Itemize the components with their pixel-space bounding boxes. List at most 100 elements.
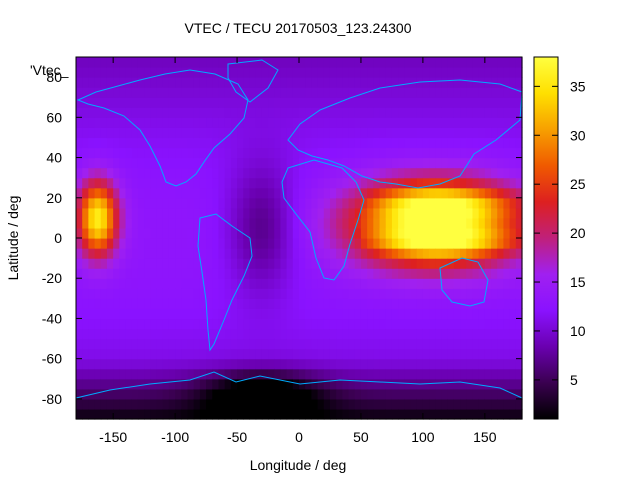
heatmap-cell (484, 328, 492, 340)
heatmap-cell (379, 348, 387, 360)
heatmap-cell (385, 288, 393, 299)
heatmap-cell (416, 328, 424, 340)
heatmap-cell (88, 87, 96, 98)
heatmap-cell (329, 398, 337, 410)
heatmap-cell (82, 308, 89, 320)
heatmap-cell (181, 107, 189, 118)
heatmap-cell (193, 278, 201, 289)
heatmap-cell (460, 147, 467, 159)
heatmap-cell (181, 187, 189, 199)
heatmap-cell (243, 147, 251, 159)
heatmap-cell (193, 227, 201, 239)
heatmap-cell (509, 57, 517, 68)
heatmap-cell (243, 408, 251, 420)
heatmap-cell (429, 318, 436, 330)
heatmap-cell (410, 358, 418, 370)
heatmap-cell (199, 378, 207, 390)
heatmap-cell (317, 167, 325, 179)
heatmap-cell (230, 177, 238, 189)
heatmap-cell (113, 167, 120, 179)
heatmap-cell (441, 117, 449, 128)
heatmap-cell (311, 147, 319, 159)
heatmap-cell (212, 278, 220, 289)
heatmap-cell (162, 157, 170, 169)
heatmap-cell (255, 408, 263, 420)
heatmap-cell (410, 288, 418, 299)
heatmap-cell (422, 57, 430, 68)
heatmap-cell (280, 117, 288, 128)
heatmap-cell (76, 298, 83, 309)
heatmap-cell (230, 227, 238, 239)
heatmap-cell (342, 338, 350, 350)
heatmap-cell (119, 227, 127, 239)
heatmap-cell (435, 398, 443, 410)
heatmap-cell (311, 398, 319, 410)
heatmap-cell (162, 378, 170, 390)
heatmap-cell (497, 278, 505, 289)
heatmap-cell (292, 137, 300, 149)
heatmap-cell (336, 258, 343, 269)
heatmap-cell (187, 338, 195, 350)
heatmap-cell (391, 67, 399, 78)
heatmap-cell (348, 298, 356, 309)
heatmap-cell (199, 398, 207, 410)
heatmap-cell (88, 57, 96, 68)
heatmap-cell (391, 187, 399, 199)
heatmap-cell (398, 207, 405, 219)
heatmap-cell (137, 358, 145, 370)
heatmap-cell (94, 207, 102, 219)
heatmap-cell (119, 117, 127, 128)
heatmap-cell (447, 368, 455, 380)
heatmap-cell (410, 348, 418, 360)
heatmap-cell (460, 298, 467, 309)
heatmap-cell (199, 318, 207, 330)
heatmap-cell (125, 278, 133, 289)
heatmap-cell (323, 348, 331, 360)
heatmap-cell (317, 197, 325, 209)
heatmap-cell (373, 328, 381, 340)
heatmap-cell (82, 127, 89, 139)
heatmap-cell (509, 288, 517, 299)
heatmap-cell (206, 167, 213, 179)
heatmap-cell (379, 177, 387, 189)
heatmap-cell (137, 147, 145, 159)
heatmap-cell (100, 238, 108, 249)
heatmap-cell (280, 177, 288, 189)
heatmap-cell (435, 328, 443, 340)
heatmap-cell (106, 147, 114, 159)
heatmap-cell (187, 67, 195, 78)
heatmap-cell (255, 378, 263, 390)
heatmap-cell (373, 368, 381, 380)
heatmap-cell (82, 258, 89, 269)
heatmap-cell (398, 217, 405, 229)
heatmap-cell (168, 147, 176, 159)
heatmap-cell (224, 167, 232, 179)
heatmap-cell (422, 217, 430, 229)
heatmap-cell (268, 238, 275, 249)
heatmap-cell (137, 388, 145, 400)
heatmap-cell (131, 97, 139, 108)
heatmap-cell (305, 227, 312, 239)
heatmap-cell (193, 87, 201, 98)
heatmap-cell (348, 338, 356, 350)
heatmap-cell (373, 308, 381, 320)
heatmap-cell (367, 298, 374, 309)
heatmap-cell (156, 358, 164, 370)
heatmap-cell (503, 398, 511, 410)
heatmap-cell (175, 248, 182, 259)
heatmap-cell (206, 318, 213, 330)
heatmap-cell (336, 348, 343, 360)
heatmap-cell (478, 157, 486, 169)
heatmap-cell (453, 157, 461, 169)
heatmap-cell (385, 378, 393, 390)
heatmap-cell (144, 177, 151, 189)
heatmap-cell (137, 248, 145, 259)
heatmap-cell (230, 338, 238, 350)
heatmap-cell (100, 117, 108, 128)
heatmap-cell (162, 268, 170, 279)
heatmap-cell (429, 378, 436, 390)
heatmap-cell (379, 388, 387, 400)
heatmap-cell (88, 358, 96, 370)
heatmap-cell (354, 217, 362, 229)
heatmap-cell (342, 258, 350, 269)
